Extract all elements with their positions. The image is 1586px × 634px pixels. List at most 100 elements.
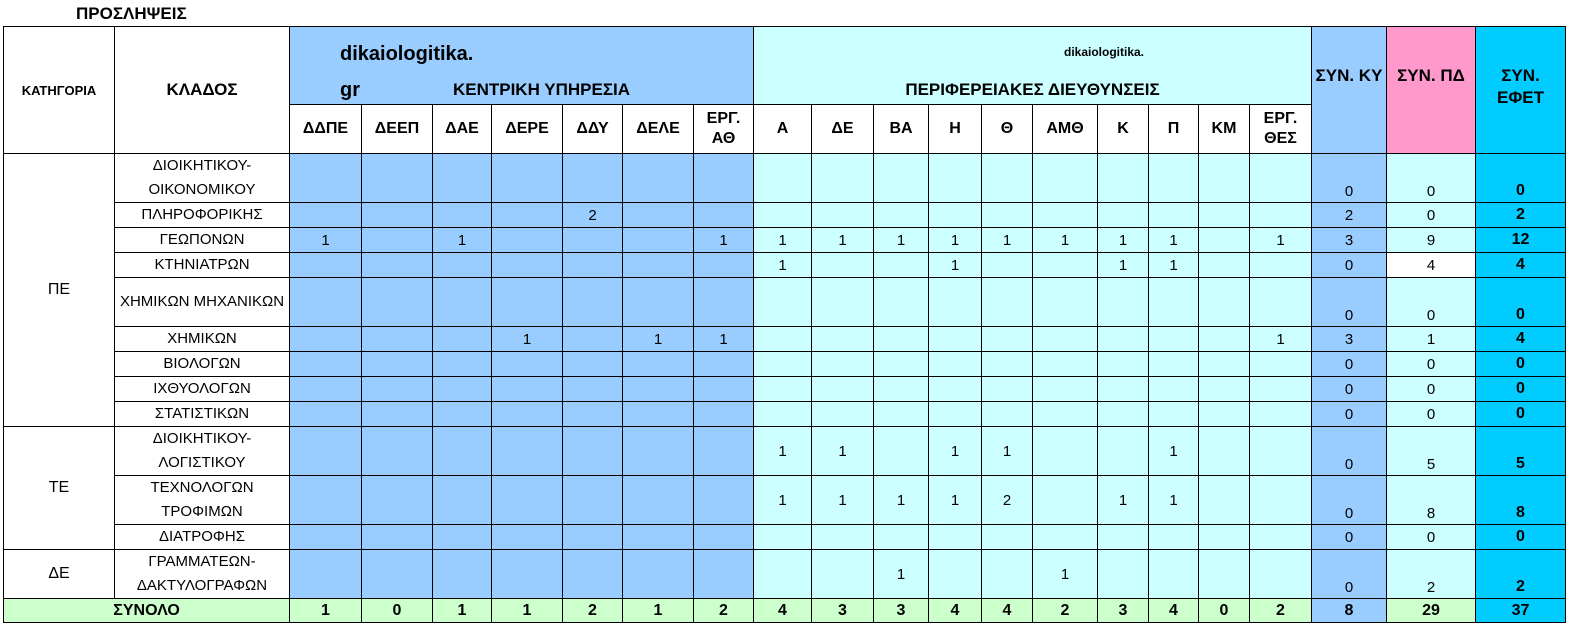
sum-pd-cell: 9 bbox=[1386, 227, 1476, 253]
total-value-cell: 3 bbox=[873, 598, 929, 623]
regional-value-cell bbox=[1148, 401, 1199, 427]
regional-value-cell bbox=[1032, 351, 1098, 377]
column-header-regional: ΕΡΓ. ΘΕΣ bbox=[1249, 104, 1312, 154]
klados-cell: ΠΛΗΡΟΦΟΡΙΚΗΣ bbox=[114, 202, 290, 228]
central-value-cell bbox=[622, 202, 694, 228]
regional-value-cell: 1 bbox=[928, 227, 982, 253]
regional-value-cell: 1 bbox=[811, 426, 874, 476]
sum-efet-cell: 8 bbox=[1475, 475, 1566, 525]
central-value-cell: 2 bbox=[562, 202, 623, 228]
column-header-central: ΔΑΕ bbox=[432, 104, 492, 154]
sum-pd-cell: 0 bbox=[1386, 401, 1476, 427]
sum-pd-cell: 0 bbox=[1386, 277, 1476, 327]
sum-ky-cell: 0 bbox=[1311, 376, 1387, 402]
regional-value-cell bbox=[1198, 401, 1250, 427]
regional-value-cell bbox=[981, 549, 1033, 599]
central-value-cell bbox=[693, 426, 754, 476]
total-sum-pd: 29 bbox=[1386, 598, 1476, 623]
regional-value-cell bbox=[873, 351, 929, 377]
regional-value-cell bbox=[1249, 524, 1312, 550]
central-value-cell bbox=[693, 202, 754, 228]
central-value-cell bbox=[361, 351, 433, 377]
central-value-cell bbox=[361, 524, 433, 550]
total-sum-efet: 37 bbox=[1475, 598, 1566, 623]
sum-pd-cell: 0 bbox=[1386, 524, 1476, 550]
regional-value-cell: 1 bbox=[1148, 426, 1199, 476]
regional-value-cell: 1 bbox=[1032, 227, 1098, 253]
sum-pd-cell: 5 bbox=[1386, 426, 1476, 476]
central-value-cell bbox=[432, 202, 492, 228]
sum-ky-cell: 0 bbox=[1311, 277, 1387, 327]
central-value-cell: 1 bbox=[491, 326, 563, 352]
regional-value-cell bbox=[1198, 202, 1250, 228]
central-value-cell bbox=[491, 202, 563, 228]
table-row: ΔΕ ΓΡΑΜΜΑΤΕΩΝ- ΔΑΚΤΥΛΟΓΡΑΦΩΝ 1 1 0 2 2 bbox=[3, 549, 1566, 599]
column-header-regional: Π bbox=[1148, 104, 1199, 154]
regional-value-cell: 1 bbox=[981, 227, 1033, 253]
table-row: ΧΗΜΙΚΩΝ 1 1 1 1 3 1 4 bbox=[4, 326, 1566, 352]
central-value-cell bbox=[432, 153, 492, 203]
total-value-cell: 4 bbox=[981, 598, 1033, 623]
central-value-cell bbox=[622, 351, 694, 377]
regional-value-cell bbox=[1249, 153, 1312, 203]
regional-value-cell bbox=[753, 351, 812, 377]
regional-value-cell bbox=[928, 351, 982, 377]
regional-value-cell bbox=[1097, 549, 1149, 599]
sum-efet-cell: 12 bbox=[1475, 227, 1566, 253]
central-value-cell bbox=[361, 202, 433, 228]
central-value-cell bbox=[622, 153, 694, 203]
central-value-cell bbox=[562, 376, 623, 402]
regional-value-cell bbox=[1249, 549, 1312, 599]
sum-ky-cell: 0 bbox=[1311, 401, 1387, 427]
central-value-cell bbox=[622, 227, 694, 253]
table-row: ΓΕΩΠΟΝΩΝ 1 1 1 1 1 1 1 1 1 1 1 1 3 9 12 bbox=[4, 227, 1566, 253]
klados-cell: ΔΙΟΙΚΗΤΙΚΟΥ- ΛΟΓΙΣΤΙΚΟΥ bbox=[114, 426, 290, 476]
central-value-cell bbox=[432, 475, 492, 525]
klados-cell: ΣΤΑΤΙΣΤΙΚΩΝ bbox=[114, 401, 290, 427]
regional-value-cell bbox=[811, 351, 874, 377]
regional-value-cell bbox=[1097, 524, 1149, 550]
sum-ky-cell: 0 bbox=[1311, 426, 1387, 476]
table-row: ΠΛΗΡΟΦΟΡΙΚΗΣ 2 2 0 2 bbox=[4, 202, 1566, 228]
regional-value-cell bbox=[928, 277, 982, 327]
regional-value-cell: 1 bbox=[1032, 549, 1098, 599]
regional-value-cell bbox=[811, 277, 874, 327]
central-value-cell bbox=[693, 277, 754, 327]
total-value-cell: 2 bbox=[1249, 598, 1312, 623]
header-klados: ΚΛΑΔΟΣ bbox=[114, 26, 290, 154]
category-cell: ΠΕ bbox=[3, 153, 115, 427]
total-value-cell: 2 bbox=[1032, 598, 1098, 623]
table-row: ΣΤΑΤΙΣΤΙΚΩΝ 0 0 0 bbox=[4, 401, 1566, 427]
central-value-cell bbox=[693, 252, 754, 278]
hiring-table: ΚΑΤΗΓΟΡΙΑ ΚΛΑΔΟΣ dikaiologitika. gr ΚΕΝΤ… bbox=[3, 26, 1566, 623]
regional-value-cell: 1 bbox=[1097, 475, 1149, 525]
regional-value-cell bbox=[1249, 252, 1312, 278]
table-row: ΚΤΗΝΙΑΤΡΩΝ 1 1 1 1 0 4 4 bbox=[4, 252, 1566, 278]
watermark: gr bbox=[340, 79, 360, 101]
regional-value-cell bbox=[1097, 426, 1149, 476]
regional-value-cell bbox=[753, 524, 812, 550]
regional-value-cell bbox=[1097, 376, 1149, 402]
regional-value-cell: 1 bbox=[981, 426, 1033, 476]
category-cell: ΔΕ bbox=[3, 549, 115, 599]
regional-value-cell bbox=[981, 351, 1033, 377]
column-header-regional: Κ bbox=[1097, 104, 1149, 154]
central-value-cell: 1 bbox=[622, 326, 694, 352]
sum-efet-cell: 0 bbox=[1475, 376, 1566, 402]
sum-pd-cell: 0 bbox=[1386, 153, 1476, 203]
column-header-central: ΔΕΕΠ bbox=[361, 104, 433, 154]
watermark: dikaiologitika. bbox=[340, 43, 474, 65]
central-value-cell bbox=[562, 524, 623, 550]
klados-cell: ΔΙΟΙΚΗΤΙΚΟΥ- ΟΙΚΟΝΟΜΙΚΟΥ bbox=[114, 153, 290, 203]
regional-value-cell bbox=[928, 549, 982, 599]
total-value-cell: 0 bbox=[1198, 598, 1250, 623]
regional-value-cell bbox=[873, 277, 929, 327]
regional-value-cell bbox=[928, 376, 982, 402]
sum-ky-cell: 0 bbox=[1311, 351, 1387, 377]
sum-ky-cell: 0 bbox=[1311, 475, 1387, 525]
regional-value-cell bbox=[1097, 326, 1149, 352]
klados-cell: ΚΤΗΝΙΑΤΡΩΝ bbox=[114, 252, 290, 278]
central-value-cell bbox=[491, 376, 563, 402]
regional-value-cell bbox=[811, 401, 874, 427]
sum-ky-cell: 0 bbox=[1311, 524, 1387, 550]
